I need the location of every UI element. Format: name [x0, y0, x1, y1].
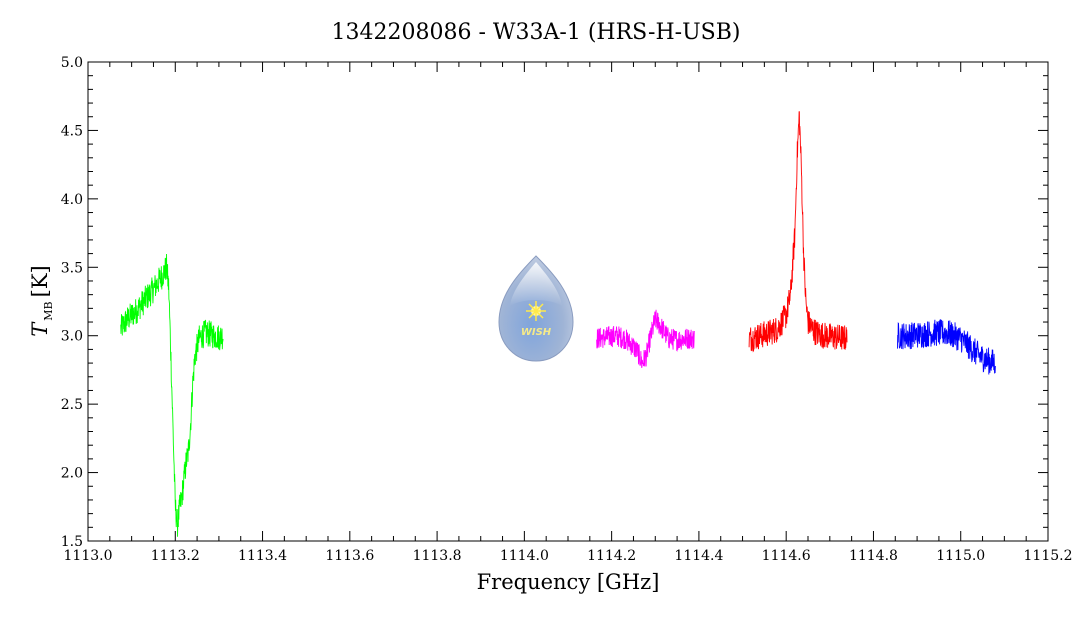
- x-tick-label: 1113.8: [413, 548, 462, 564]
- x-tick-label: 1115.0: [936, 548, 985, 564]
- x-axis-label: Frequency [GHz]: [477, 570, 660, 594]
- y-axis-label: TMB [K]: [28, 265, 55, 336]
- x-tick-label: 1113.4: [238, 548, 287, 564]
- x-tick-labels: 1113.0 1113.2 1113.4 1113.6 1113.8 1114.0 1114…: [64, 548, 1072, 564]
- y-tick-label: 4.5: [61, 123, 83, 139]
- drop-highlight: [510, 262, 562, 306]
- y-tick-label: 1.5: [61, 534, 83, 550]
- y-tick-label: 3.0: [61, 329, 83, 345]
- y-tick-label: 2.5: [61, 397, 83, 413]
- x-tick-label: 1113.2: [151, 548, 200, 564]
- spectrum-series-3: [748, 111, 848, 353]
- axis-ticks: [87, 61, 1049, 542]
- x-tick-label: 1113.6: [325, 548, 374, 564]
- y-tick-label: 3.5: [61, 260, 83, 276]
- x-tick-label: 1114.4: [674, 548, 723, 564]
- svg-text:TMB[K]: TMB [K]: [28, 265, 55, 336]
- y-axis-label-unit: [K]: [28, 265, 52, 297]
- spectrum-series-2: [596, 309, 695, 368]
- chart-title: 1342208086 - W33A-1 (HRS-H-USB): [332, 20, 741, 45]
- y-tick-label: 5.0: [61, 55, 83, 71]
- star-icon: [526, 301, 546, 321]
- y-axis-label-sub: MB: [42, 301, 55, 320]
- y-axis-label-main: T: [28, 321, 52, 337]
- x-tick-label: 1114.6: [762, 548, 811, 564]
- logo-text: WISH: [521, 327, 552, 338]
- spectrum-series-4: [897, 319, 996, 375]
- y-tick-labels: 1.5 2.0 2.5 3.0 3.5 4.0 4.5 5.0: [61, 55, 83, 550]
- wish-logo: WISH: [498, 255, 574, 362]
- x-tick-label: 1114.8: [849, 548, 898, 564]
- x-tick-label: 1115.2: [1024, 548, 1072, 564]
- y-tick-label: 4.0: [61, 192, 83, 208]
- series-layer: [120, 111, 996, 537]
- spectrum-series-1: [120, 254, 224, 537]
- x-tick-label: 1113.0: [64, 548, 113, 564]
- x-tick-label: 1114.0: [500, 548, 549, 564]
- y-tick-label: 2.0: [61, 466, 83, 482]
- x-tick-label: 1114.2: [587, 548, 636, 564]
